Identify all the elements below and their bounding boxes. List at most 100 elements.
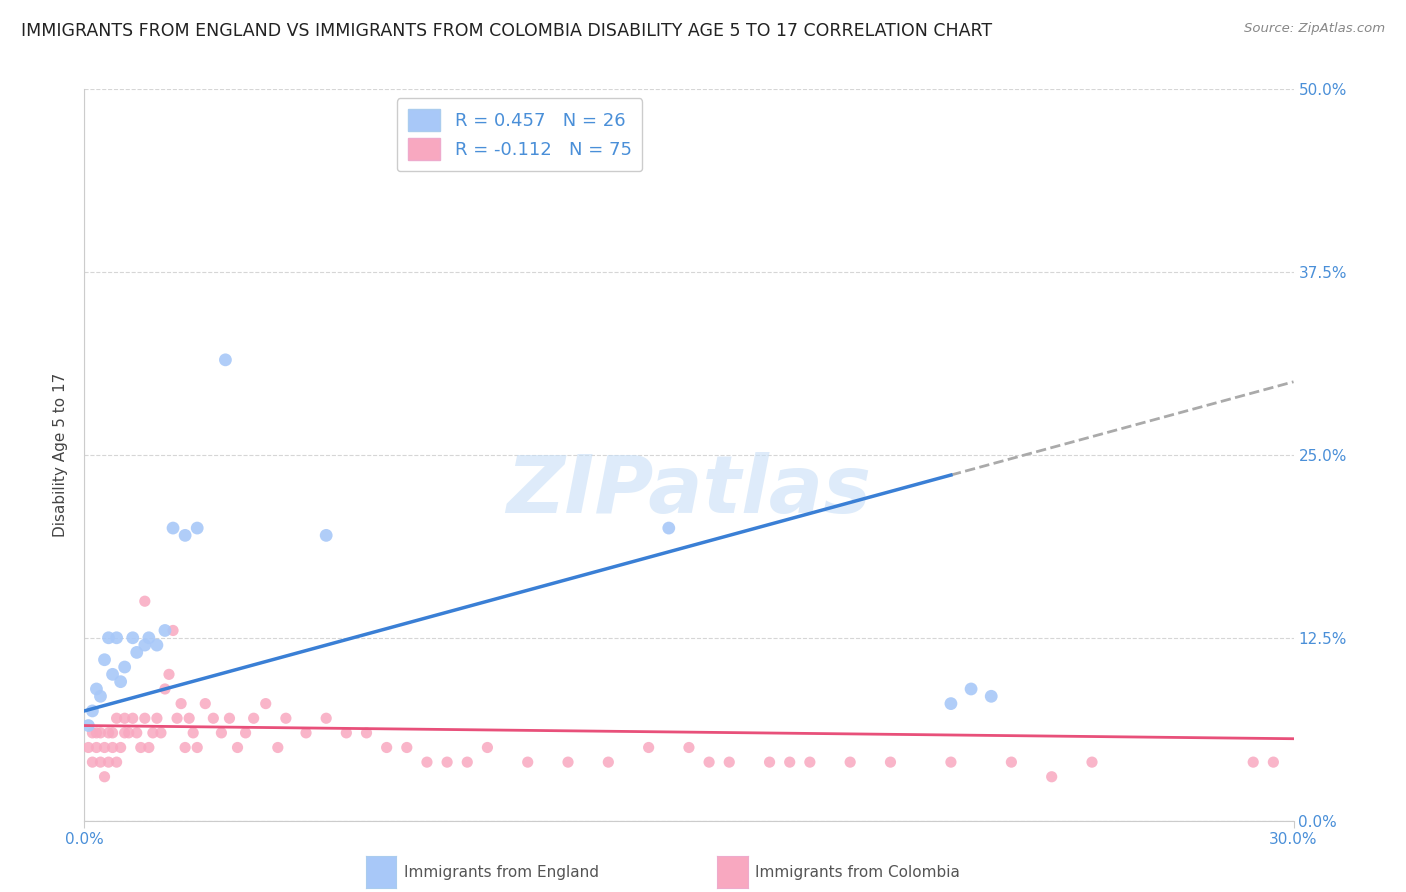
Point <box>134 711 156 725</box>
Point <box>799 755 821 769</box>
Point <box>105 631 128 645</box>
Point <box>637 740 659 755</box>
Point <box>134 594 156 608</box>
Point <box>1081 755 1104 769</box>
Point <box>235 726 257 740</box>
Point <box>356 726 378 740</box>
Point <box>598 755 620 769</box>
Point <box>181 726 204 740</box>
Point <box>1241 755 1264 769</box>
Point <box>101 740 124 755</box>
Point <box>395 740 418 755</box>
Point <box>146 711 169 725</box>
Point <box>118 726 141 740</box>
Point <box>121 631 143 645</box>
Point <box>114 660 136 674</box>
Point <box>86 740 108 755</box>
Point <box>939 755 962 769</box>
Point <box>1000 755 1022 769</box>
Point <box>125 726 148 740</box>
Point <box>142 726 165 740</box>
Point <box>758 755 780 769</box>
Point <box>93 740 115 755</box>
Point <box>315 528 337 542</box>
Point <box>89 726 111 740</box>
Point <box>186 521 208 535</box>
Text: ZIPatlas: ZIPatlas <box>506 452 872 531</box>
Point <box>149 726 172 740</box>
Point <box>93 770 115 784</box>
Point <box>138 631 160 645</box>
Point <box>97 755 120 769</box>
Point <box>274 711 297 725</box>
Point <box>77 740 100 755</box>
Point <box>93 653 115 667</box>
Point <box>157 667 180 681</box>
Point <box>226 740 249 755</box>
Point <box>678 740 700 755</box>
Point <box>82 726 104 740</box>
Point <box>335 726 357 740</box>
Point <box>110 674 132 689</box>
Point <box>202 711 225 725</box>
Y-axis label: Disability Age 5 to 17: Disability Age 5 to 17 <box>53 373 69 537</box>
Point <box>162 521 184 535</box>
Point <box>1142 68 1164 82</box>
Text: Immigrants from England: Immigrants from England <box>404 865 599 880</box>
Point <box>477 740 499 755</box>
Text: Source: ZipAtlas.com: Source: ZipAtlas.com <box>1244 22 1385 36</box>
Point <box>114 711 136 725</box>
Point <box>129 740 152 755</box>
Point <box>267 740 290 755</box>
Point <box>162 624 184 638</box>
Point <box>1040 770 1063 784</box>
Legend: R = 0.457   N = 26, R = -0.112   N = 75: R = 0.457 N = 26, R = -0.112 N = 75 <box>396 98 643 171</box>
Point <box>174 740 197 755</box>
Point <box>153 624 176 638</box>
Point <box>101 726 124 740</box>
Point <box>939 697 962 711</box>
Point <box>209 726 232 740</box>
Point <box>697 755 720 769</box>
Point <box>416 755 439 769</box>
Point <box>114 726 136 740</box>
Point <box>89 690 111 704</box>
Point <box>170 697 193 711</box>
Point <box>110 740 132 755</box>
Point <box>146 638 169 652</box>
Point <box>718 755 741 769</box>
Text: Immigrants from Colombia: Immigrants from Colombia <box>755 865 960 880</box>
Point <box>1263 755 1285 769</box>
Point <box>960 681 983 696</box>
Point <box>97 726 120 740</box>
Point <box>105 755 128 769</box>
Point <box>516 755 538 769</box>
Point <box>218 711 240 725</box>
Point <box>134 638 156 652</box>
Point <box>315 711 337 725</box>
Point <box>138 740 160 755</box>
Point <box>879 755 901 769</box>
Point <box>375 740 398 755</box>
Point <box>980 690 1002 704</box>
Text: IMMIGRANTS FROM ENGLAND VS IMMIGRANTS FROM COLOMBIA DISABILITY AGE 5 TO 17 CORRE: IMMIGRANTS FROM ENGLAND VS IMMIGRANTS FR… <box>21 22 993 40</box>
Point <box>166 711 188 725</box>
Point <box>186 740 208 755</box>
Point <box>456 755 478 769</box>
Point <box>82 704 104 718</box>
Point <box>82 755 104 769</box>
Point <box>658 521 681 535</box>
Point <box>77 718 100 732</box>
Point <box>121 711 143 725</box>
Point <box>86 681 108 696</box>
Point <box>125 645 148 659</box>
Point <box>779 755 801 769</box>
Point <box>89 755 111 769</box>
Point <box>254 697 277 711</box>
Point <box>194 697 217 711</box>
Point <box>839 755 862 769</box>
Point <box>153 681 176 696</box>
Point <box>214 352 236 367</box>
Point <box>86 726 108 740</box>
Point <box>295 726 318 740</box>
